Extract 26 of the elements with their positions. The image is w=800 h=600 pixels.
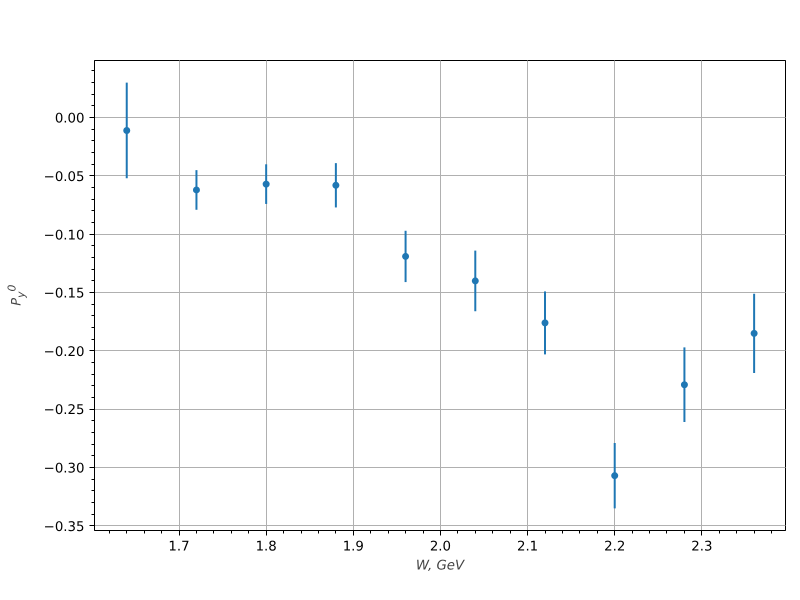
point	[332, 182, 340, 189]
point	[611, 472, 618, 480]
y-tick-label: −0.10	[44, 228, 84, 244]
x-tick-label: 1.7	[168, 540, 190, 554]
y-tick-label: 0.00	[54, 112, 85, 127]
x-tick-label: 2.2	[604, 540, 626, 554]
point	[750, 330, 758, 337]
x-axis-title: W, GeV	[416, 558, 465, 574]
x-tick-label: 1.9	[342, 540, 364, 554]
x-tick-label: 1.8	[256, 540, 277, 554]
y-tick-label: −0.25	[44, 403, 84, 418]
y-tick-label: −0.30	[44, 462, 84, 477]
y-tick-label: −0.05	[44, 170, 84, 185]
x-tick-label: 2.0	[430, 540, 452, 554]
point	[123, 126, 130, 134]
y-tick-label: −0.15	[44, 286, 84, 302]
point	[402, 252, 410, 260]
x-tick-label: 2.3	[691, 540, 712, 554]
point	[680, 381, 688, 388]
point	[192, 186, 200, 194]
x-tick-label: 2.1	[516, 540, 538, 554]
point	[472, 277, 479, 284]
y-tick-label: −0.35	[44, 520, 84, 535]
point	[542, 319, 548, 326]
y-tick-label: −0.20	[44, 344, 84, 360]
point	[262, 180, 270, 188]
